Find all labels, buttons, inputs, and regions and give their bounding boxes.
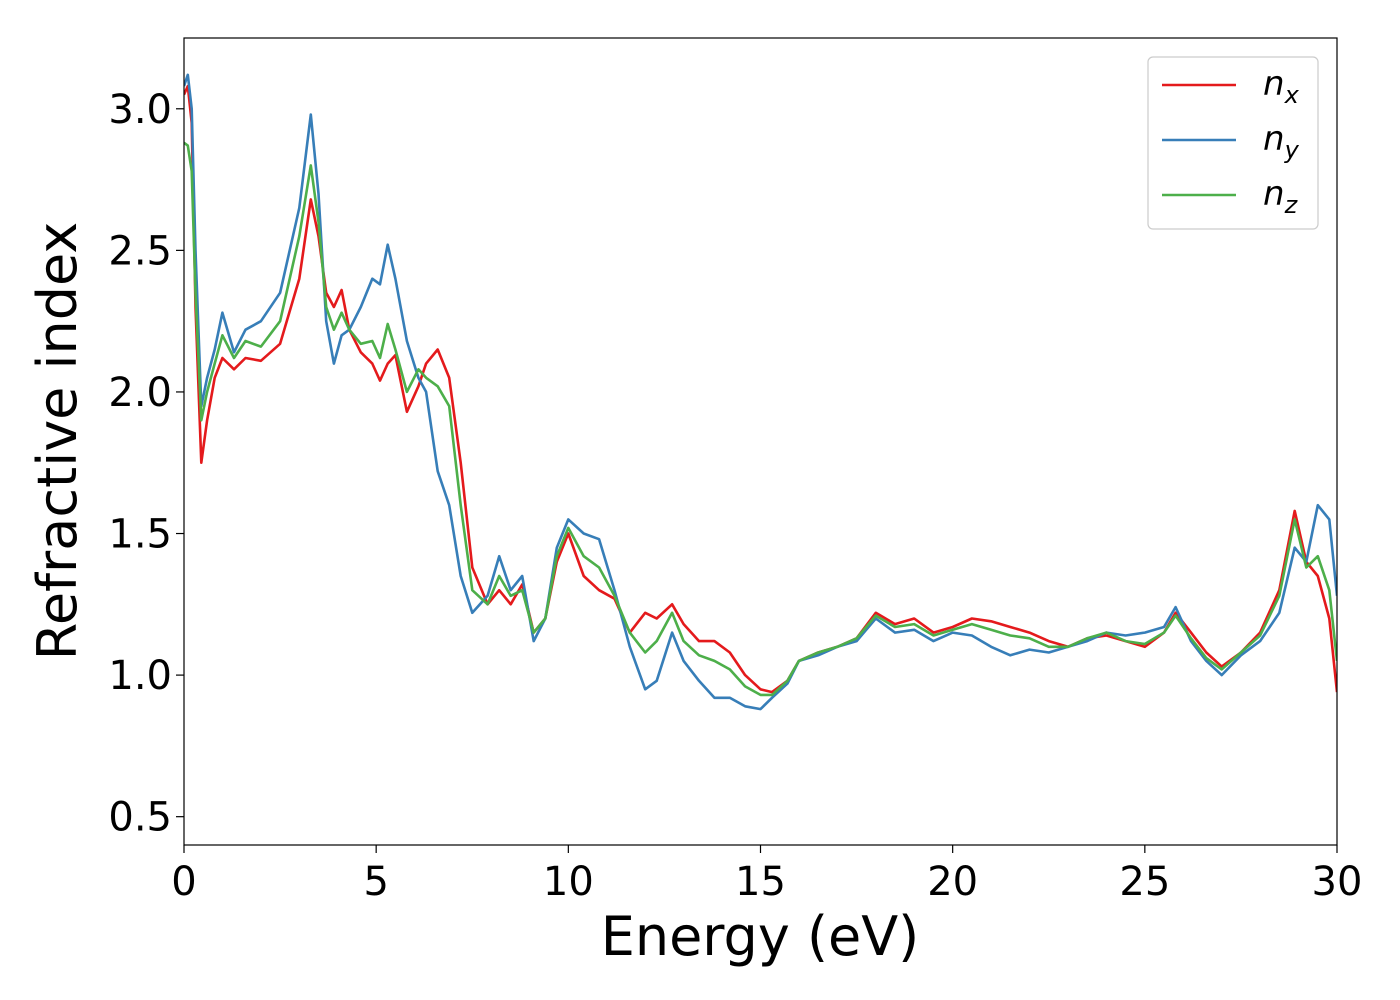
x-tick-label: 5 (363, 859, 388, 905)
y-tick-label: 0.5 (108, 795, 172, 841)
x-tick-label: 25 (1119, 859, 1170, 905)
x-tick-label: 10 (543, 859, 594, 905)
legend-box (1147, 56, 1319, 230)
x-tick-label: 20 (927, 859, 978, 905)
x-axis: 0 5 10 15 20 25 30 (171, 845, 1362, 905)
x-axis-title: Energy (eV) (601, 905, 920, 968)
y-tick-label: 3.0 (108, 87, 172, 133)
series-layer (184, 73, 1337, 711)
series-line-ny (184, 73, 1337, 711)
y-axis: 0.5 1.0 1.5 2.0 2.5 3.0 (108, 87, 184, 841)
x-tick-label: 0 (171, 859, 196, 905)
y-tick-label: 1.5 (108, 512, 172, 558)
x-tick-label: 15 (735, 859, 786, 905)
y-tick-label: 1.0 (108, 653, 172, 699)
y-axis-title: Refractive index (26, 222, 89, 661)
y-tick-label: 2.0 (108, 370, 172, 416)
y-tick-label: 2.5 (108, 228, 172, 274)
x-tick-label: 30 (1312, 859, 1363, 905)
series-line-nz (184, 141, 1337, 697)
